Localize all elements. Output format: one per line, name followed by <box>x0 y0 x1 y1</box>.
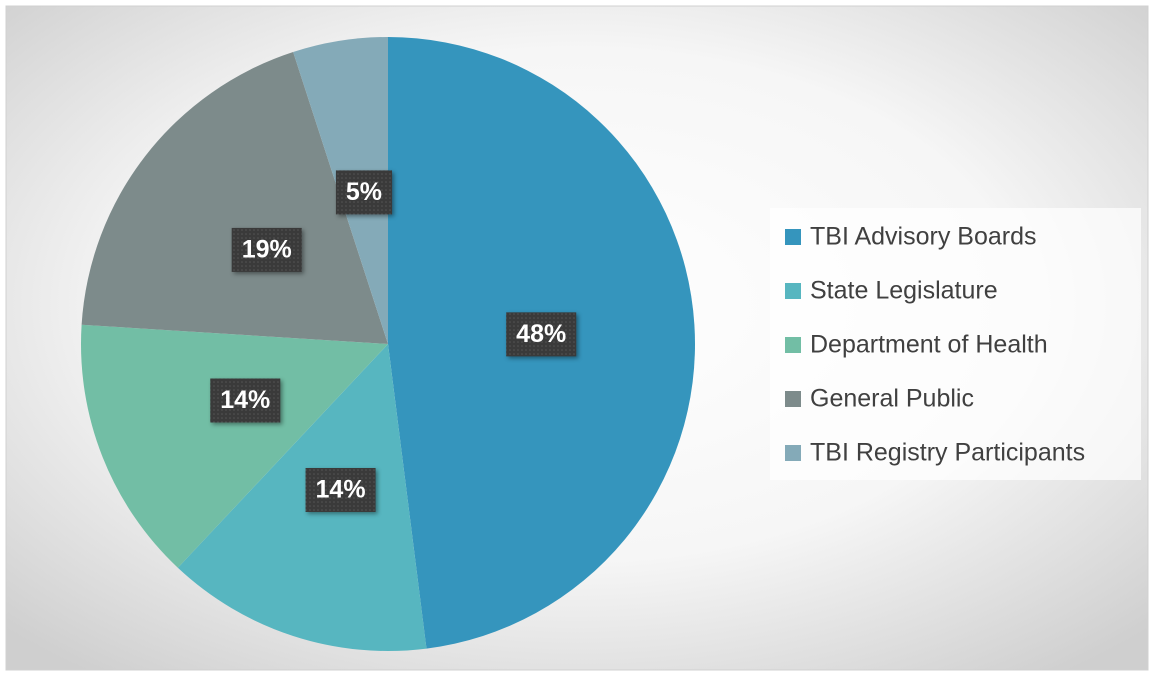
pie-slice <box>81 52 388 345</box>
legend-swatch <box>785 283 801 299</box>
data-label-text: 5% <box>346 178 382 206</box>
data-label: 14% <box>305 467 376 512</box>
data-label-text: 19% <box>242 236 292 264</box>
legend-swatch <box>785 229 801 245</box>
legend: TBI Advisory Boards State Legislature Depa… <box>785 223 1085 467</box>
data-label: 19% <box>231 227 302 272</box>
pie <box>81 37 696 651</box>
pie-slice <box>177 344 427 651</box>
pie-slice <box>81 324 388 568</box>
data-label: 14% <box>210 378 281 423</box>
data-label: 5% <box>335 170 393 215</box>
data-label: 48% <box>506 312 577 357</box>
data-label-box <box>506 312 577 357</box>
legend-swatch <box>785 391 801 407</box>
legend-label: TBI Advisory Boards <box>810 223 1036 251</box>
data-label-text: 14% <box>316 476 366 504</box>
legend-box <box>770 208 1141 480</box>
legend-swatch <box>785 337 801 353</box>
data-label-box <box>305 467 376 512</box>
data-labels: 48% 14% 14% 19% 5% <box>210 170 577 512</box>
legend-label: TBI Registry Participants <box>810 439 1085 467</box>
data-label-text: 14% <box>220 386 270 414</box>
data-label-text: 48% <box>516 320 566 348</box>
legend-label: State Legislature <box>810 277 998 305</box>
data-label-box <box>335 170 393 215</box>
legend-swatch <box>785 445 801 461</box>
legend-label: Department of Health <box>810 331 1048 359</box>
data-label-box <box>210 378 281 423</box>
legend-label: General Public <box>810 385 974 413</box>
data-label-box <box>231 227 302 272</box>
